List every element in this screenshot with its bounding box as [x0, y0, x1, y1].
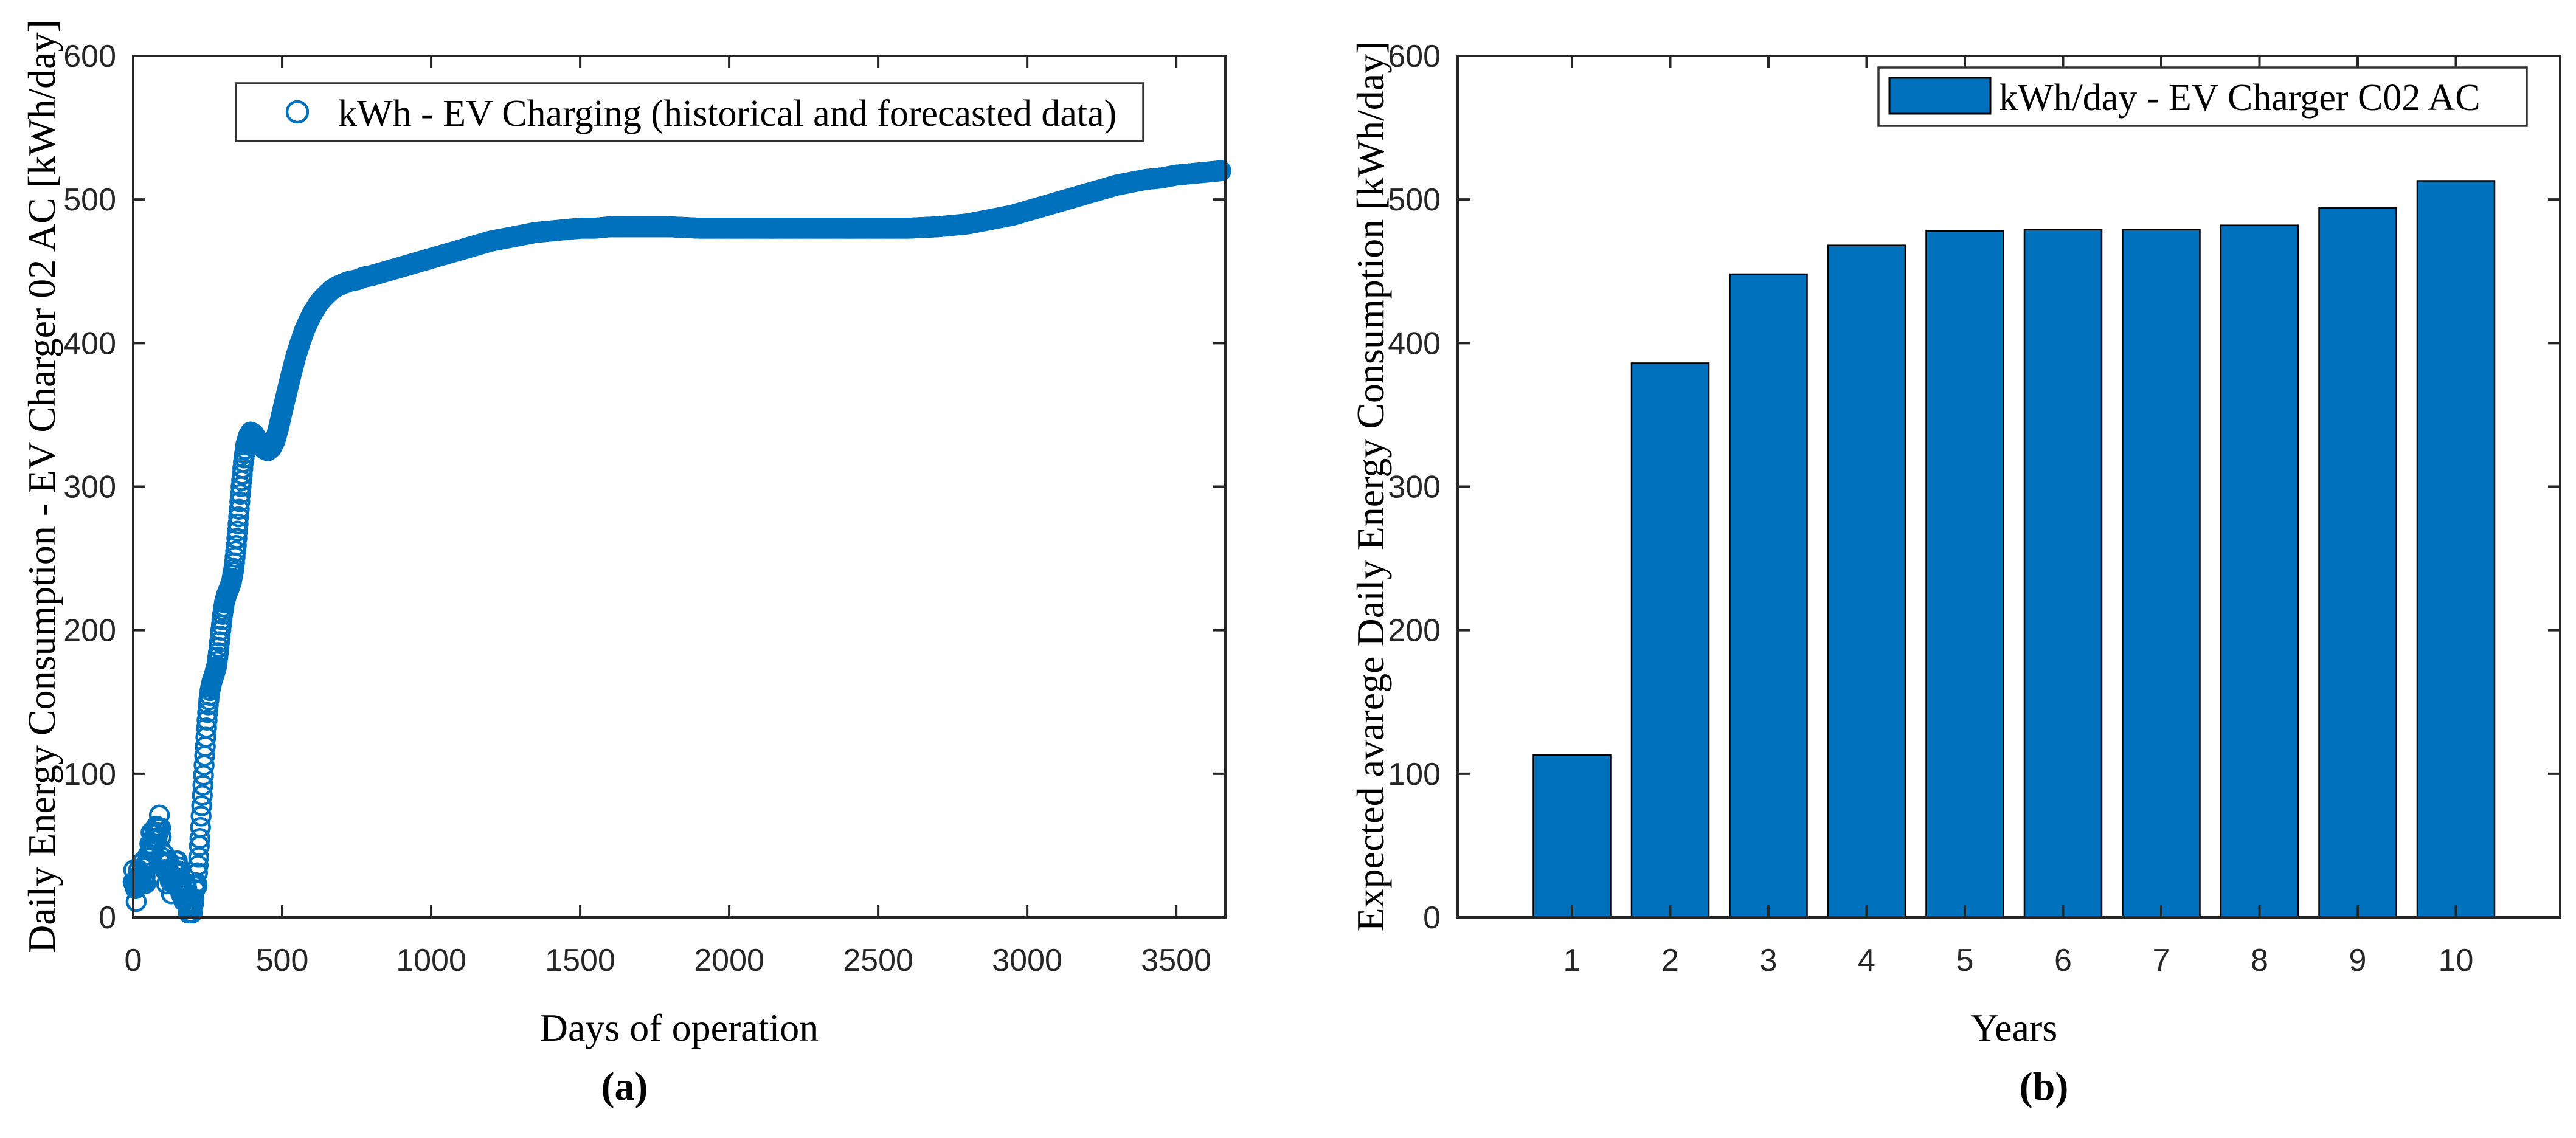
- x-tick-label: 3: [1760, 943, 1778, 978]
- legend-label: kWh - EV Charging (historical and foreca…: [338, 93, 1117, 134]
- data-point: [1210, 160, 1231, 182]
- x-tick-label: 1: [1563, 943, 1581, 978]
- y-tick-label: 400: [1388, 326, 1441, 361]
- y-tick-label: 0: [99, 900, 116, 936]
- panel-a-caption: (a): [601, 1064, 648, 1109]
- data-point: [181, 902, 203, 924]
- legend-a: kWh - EV Charging (historical and foreca…: [235, 82, 1144, 142]
- bar: [1630, 362, 1710, 919]
- y-tick-label: 600: [1388, 39, 1441, 74]
- data-point: [190, 816, 211, 838]
- data-point: [228, 506, 249, 528]
- y-tick-label: 300: [63, 470, 116, 505]
- data-point: [227, 520, 248, 542]
- data-point: [232, 464, 253, 485]
- panel-b-caption: (b): [2019, 1064, 2069, 1109]
- x-tick-label: 2500: [843, 943, 913, 978]
- bar: [2023, 229, 2103, 919]
- bar: [1925, 230, 2004, 919]
- data-point: [190, 805, 212, 827]
- data-point: [191, 795, 212, 816]
- tick-marks: [1458, 55, 2560, 919]
- y-tick-label: 500: [63, 182, 116, 218]
- plot-frame: [132, 55, 1227, 919]
- x-axis-label: Years: [1970, 1006, 2057, 1049]
- legend-marker-swatch: [1888, 77, 1992, 115]
- data-point: [134, 866, 156, 888]
- x-tick-label: 2: [1661, 943, 1679, 978]
- legend-b: kWh/day - EV Charger C02 AC: [1877, 66, 2528, 127]
- x-tick-label: 1000: [396, 943, 466, 978]
- data-point: [186, 875, 208, 897]
- scatter-series: [122, 160, 1231, 924]
- y-tick-label: 200: [63, 613, 116, 649]
- x-tick-label: 8: [2251, 943, 2268, 978]
- x-tick-label: 3500: [1141, 943, 1211, 978]
- y-tick-label: 400: [63, 326, 116, 361]
- tick-marks: [132, 55, 1225, 919]
- x-tick-label: 3000: [992, 943, 1062, 978]
- y-tick-label: 500: [1388, 182, 1441, 218]
- y-axis-label: Expected avarege Daily Energy Consumptio…: [1349, 41, 1392, 931]
- bar: [1729, 273, 1808, 919]
- data-point: [196, 709, 218, 731]
- y-tick-label: 200: [1388, 613, 1441, 649]
- bar: [2122, 229, 2201, 919]
- x-tick-label: 6: [2054, 943, 2072, 978]
- y-tick-label: 300: [1388, 470, 1441, 505]
- data-point: [192, 774, 213, 796]
- bar: [1827, 244, 1906, 919]
- x-tick-label: 2000: [694, 943, 764, 978]
- x-tick-label: 5: [1956, 943, 1974, 978]
- data-point: [196, 717, 217, 739]
- panel-a: 0 500 1000 1500 2000 2500 3000 3500 0 100 200 300 40…: [20, 19, 1231, 1049]
- x-tick-label: 7: [2153, 943, 2170, 978]
- bar-series: [1532, 180, 2496, 919]
- panel-b: 1 2 3 4 5 6 7 8 9 100100200300400500600YearsExpec…: [1349, 39, 2561, 1049]
- bar: [1532, 754, 1612, 919]
- x-tick-label: 10: [2439, 943, 2474, 978]
- y-tick-label: 100: [63, 757, 116, 792]
- x-tick-label: 9: [2349, 943, 2367, 978]
- legend-box: [235, 82, 1144, 142]
- data-point: [227, 513, 249, 535]
- data-point: [148, 804, 170, 826]
- data-point: [229, 498, 250, 520]
- data-point: [192, 785, 213, 806]
- y-axis-label: Daily Energy Consumption - EV Charger 02…: [20, 19, 63, 953]
- bar: [2416, 180, 2496, 919]
- data-point: [226, 535, 247, 556]
- x-tick-label: 4: [1858, 943, 1875, 978]
- data-point: [189, 828, 211, 849]
- x-tick-label: 500: [256, 943, 309, 978]
- y-tick-label: 0: [1423, 900, 1441, 936]
- legend-marker-circle: [285, 100, 310, 124]
- y-tick-label: 600: [63, 39, 116, 74]
- data-point: [187, 862, 209, 884]
- data-point: [229, 491, 251, 512]
- x-tick-label: 0: [125, 943, 142, 978]
- data-point: [226, 528, 248, 549]
- y-tick-label: 100: [1388, 757, 1441, 792]
- data-point: [230, 483, 251, 505]
- data-point: [183, 888, 205, 909]
- bar: [2318, 207, 2397, 919]
- data-point: [150, 817, 171, 839]
- legend-label: kWh/day - EV Charger C02 AC: [1999, 77, 2481, 119]
- x-tick-label: 1500: [545, 943, 615, 978]
- x-axis-label: Days of operation: [540, 1006, 819, 1049]
- bar: [2220, 224, 2299, 919]
